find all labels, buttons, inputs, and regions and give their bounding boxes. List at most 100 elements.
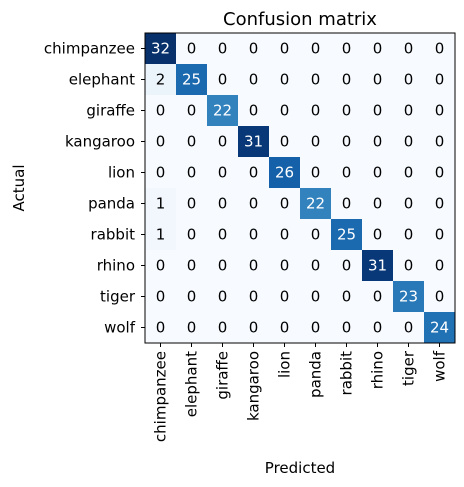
heatmap-cell-rabbit-lion	[269, 219, 300, 250]
heatmap-cell-rabbit-rhino	[362, 219, 393, 250]
cell-value-label: 0	[280, 133, 290, 151]
y-tick-label: tiger	[100, 288, 136, 306]
heatmap-cell-kangaroo-panda	[300, 126, 331, 157]
cell-value-label: 0	[404, 164, 414, 182]
cell-value-label: 0	[435, 288, 445, 306]
heatmap-cell-tiger-tiger	[393, 281, 424, 312]
cell-value-label: 0	[342, 164, 352, 182]
cell-value-label: 0	[156, 288, 166, 306]
heatmap-cell-rabbit-wolf	[424, 219, 455, 250]
cell-value-label: 0	[435, 40, 445, 58]
heatmap-cell-panda-rhino	[362, 188, 393, 219]
heatmap-cells	[145, 33, 455, 343]
cell-value-label: 0	[187, 288, 197, 306]
heatmap-cell-elephant-elephant	[176, 64, 207, 95]
heatmap-cell-chimpanzee-panda	[300, 33, 331, 64]
cell-value-label: 0	[404, 102, 414, 120]
x-tick-label: chimpanzee	[152, 351, 170, 442]
heatmap-cell-kangaroo-giraffe	[207, 126, 238, 157]
heatmap-cell-wolf-panda	[300, 312, 331, 343]
cell-value-label: 0	[187, 133, 197, 151]
cell-value-label: 0	[373, 319, 383, 337]
heatmap-cell-chimpanzee-tiger	[393, 33, 424, 64]
heatmap-cell-chimpanzee-giraffe	[207, 33, 238, 64]
cell-value-label: 0	[249, 319, 259, 337]
heatmap-cell-rhino-panda	[300, 250, 331, 281]
heatmap-cell-rabbit-elephant	[176, 219, 207, 250]
cell-value-label: 0	[187, 257, 197, 275]
heatmap-cell-tiger-giraffe	[207, 281, 238, 312]
x-tick-label: lion	[276, 351, 294, 378]
heatmap-cell-chimpanzee-rabbit	[331, 33, 362, 64]
cell-value-label: 0	[249, 71, 259, 89]
heatmap-cell-elephant-tiger	[393, 64, 424, 95]
heatmap-cell-wolf-elephant	[176, 312, 207, 343]
heatmap-cell-kangaroo-rabbit	[331, 126, 362, 157]
cell-value-label: 0	[218, 195, 228, 213]
heatmap-cell-panda-tiger	[393, 188, 424, 219]
cell-value-label: 0	[249, 102, 259, 120]
cell-value-label: 0	[404, 40, 414, 58]
heatmap-cell-elephant-giraffe	[207, 64, 238, 95]
cell-value-label: 0	[218, 40, 228, 58]
heatmap-cell-kangaroo-tiger	[393, 126, 424, 157]
heatmap-cell-wolf-tiger	[393, 312, 424, 343]
cell-value-label: 32	[151, 40, 170, 58]
cell-value-label: 1	[156, 226, 166, 244]
cell-value-label: 0	[342, 133, 352, 151]
cell-value-label: 0	[218, 288, 228, 306]
cell-value-label: 0	[218, 226, 228, 244]
heatmap-cell-lion-elephant	[176, 157, 207, 188]
y-tick-label: chimpanzee	[44, 40, 135, 58]
cell-value-label: 0	[373, 164, 383, 182]
cell-value-label: 0	[435, 71, 445, 89]
cell-value-label: 1	[156, 195, 166, 213]
heatmap-cell-lion-wolf	[424, 157, 455, 188]
heatmap-cell-wolf-rabbit	[331, 312, 362, 343]
cell-value-label: 0	[249, 195, 259, 213]
heatmap-cell-tiger-kangaroo	[238, 281, 269, 312]
cell-value-label: 0	[373, 71, 383, 89]
heatmap-cell-wolf-rhino	[362, 312, 393, 343]
cell-value-label: 0	[218, 164, 228, 182]
y-tick-label: lion	[108, 164, 135, 182]
cell-value-label: 24	[430, 319, 449, 337]
cell-value-label: 0	[187, 226, 197, 244]
heatmap-cell-elephant-rabbit	[331, 64, 362, 95]
heatmap-cell-rhino-rabbit	[331, 250, 362, 281]
cell-value-label: 0	[280, 257, 290, 275]
cell-value-label: 25	[337, 226, 356, 244]
cell-value-label: 0	[342, 288, 352, 306]
heatmap-cell-elephant-kangaroo	[238, 64, 269, 95]
heatmap-cell-elephant-wolf	[424, 64, 455, 95]
y-tick-label: rabbit	[91, 226, 136, 244]
cell-value-label: 0	[435, 102, 445, 120]
heatmap-cell-tiger-wolf	[424, 281, 455, 312]
heatmap-cell-kangaroo-wolf	[424, 126, 455, 157]
cell-value-label: 22	[213, 102, 232, 120]
heatmap-cell-kangaroo-lion	[269, 126, 300, 157]
heatmap-cell-rabbit-tiger	[393, 219, 424, 250]
heatmap-cell-chimpanzee-kangaroo	[238, 33, 269, 64]
x-tick-label: wolf	[431, 350, 449, 382]
heatmap-cell-giraffe-rabbit	[331, 95, 362, 126]
cell-value-label: 0	[311, 164, 321, 182]
heatmap-cell-giraffe-chimpanzee	[145, 95, 176, 126]
plot-frame	[144, 32, 456, 344]
cell-value-label: 0	[404, 71, 414, 89]
cell-value-label: 0	[435, 133, 445, 151]
heatmap-cell-wolf-chimpanzee	[145, 312, 176, 343]
heatmap-cell-giraffe-tiger	[393, 95, 424, 126]
heatmap-cell-lion-lion	[269, 157, 300, 188]
heatmap-cell-rabbit-giraffe	[207, 219, 238, 250]
heatmap-cell-lion-giraffe	[207, 157, 238, 188]
cell-value-label: 0	[373, 195, 383, 213]
heatmap-cell-wolf-giraffe	[207, 312, 238, 343]
heatmap-cell-chimpanzee-elephant	[176, 33, 207, 64]
heatmap-cell-panda-giraffe	[207, 188, 238, 219]
heatmap-cell-kangaroo-kangaroo	[238, 126, 269, 157]
heatmap-cell-wolf-kangaroo	[238, 312, 269, 343]
heatmap-cell-lion-tiger	[393, 157, 424, 188]
